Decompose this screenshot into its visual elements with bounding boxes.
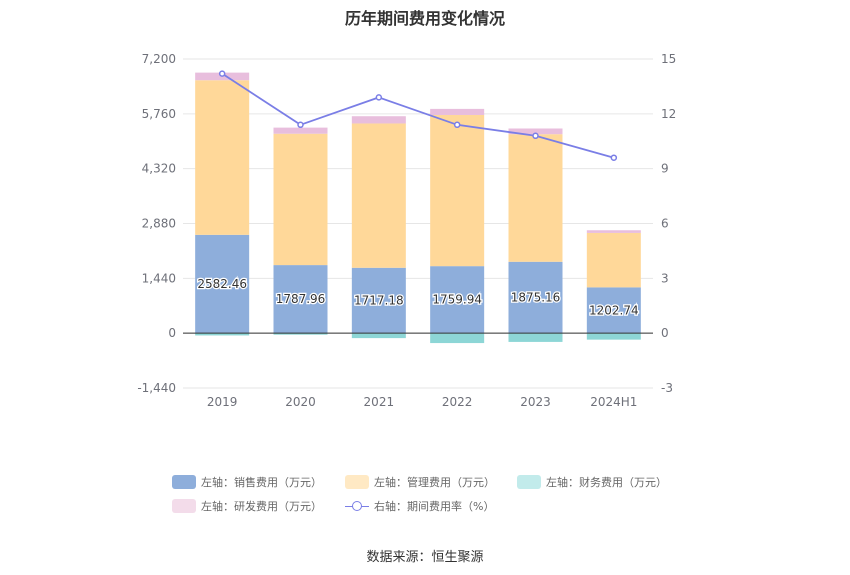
rate-point bbox=[610, 154, 618, 161]
data-label-sales: 1202.74 bbox=[589, 303, 639, 317]
bar-finance bbox=[586, 333, 641, 340]
legend-swatch-admin bbox=[345, 475, 369, 489]
x-tick-label: 2024H1 bbox=[590, 395, 637, 409]
rate-point bbox=[218, 70, 226, 77]
data-label-sales: 1875.16 bbox=[511, 290, 561, 304]
bar-rnd bbox=[273, 127, 328, 134]
y-right-tick-label: 15 bbox=[661, 52, 676, 66]
legend-label-admin: 左轴：管理费用（万元） bbox=[374, 476, 495, 489]
bar-sales bbox=[586, 287, 641, 334]
data-label-sales: 1717.18 bbox=[354, 293, 404, 307]
y-right-tick-label: -3 bbox=[661, 381, 673, 395]
y-left-tick-label: 1,440 bbox=[142, 271, 176, 285]
rate-line bbox=[221, 72, 615, 159]
y-right-tick-label: 0 bbox=[661, 326, 669, 340]
bar-rnd bbox=[586, 230, 641, 233]
chart-title: 历年期间费用变化情况 bbox=[344, 9, 505, 28]
bar-sales bbox=[195, 234, 250, 334]
x-tick-label: 2020 bbox=[285, 395, 316, 409]
legend-label-finance: 左轴：财务费用（万元） bbox=[546, 476, 667, 489]
bar-sales bbox=[351, 267, 406, 334]
bar-finance bbox=[430, 333, 485, 344]
data-label-sales: 2582.46 bbox=[197, 277, 247, 291]
y-right-tick-label: 3 bbox=[661, 271, 669, 285]
legend-finance[interactable]: 左轴：财务费用（万元） bbox=[517, 474, 667, 490]
bar-admin bbox=[195, 80, 250, 235]
bar-finance bbox=[508, 333, 563, 342]
legend-admin[interactable]: 左轴：管理费用（万元） bbox=[345, 474, 495, 490]
bar-rnd bbox=[351, 116, 406, 124]
rate-point bbox=[297, 121, 304, 129]
bar-finance bbox=[351, 333, 406, 339]
bar-sales bbox=[508, 261, 563, 334]
bar-admin bbox=[430, 114, 485, 267]
y-left-tick-label: 2,880 bbox=[142, 217, 176, 231]
bar-finance bbox=[195, 333, 250, 336]
x-tick-label: 2023 bbox=[520, 395, 551, 409]
y-right-tick-label: 12 bbox=[661, 107, 676, 121]
data-source: 数据来源：恒生聚源 bbox=[366, 550, 484, 565]
legend-swatch-sales bbox=[172, 475, 196, 489]
bar-rnd bbox=[508, 128, 563, 135]
legend-swatch-rate bbox=[345, 499, 369, 513]
y-right-tick-label: 6 bbox=[661, 217, 669, 231]
bar-admin bbox=[351, 123, 406, 268]
bar-admin bbox=[273, 133, 328, 266]
legend-swatch-finance bbox=[517, 475, 541, 489]
y-left-tick-label: -1,440 bbox=[137, 381, 176, 395]
rate-point bbox=[532, 132, 539, 140]
bar-rnd bbox=[430, 108, 485, 115]
rate-point bbox=[453, 121, 461, 129]
legend-rate[interactable]: 右轴：期间费用率（%） bbox=[345, 498, 494, 514]
bar-sales bbox=[273, 265, 328, 334]
rate-point bbox=[375, 94, 383, 101]
y-left-tick-label: 4,320 bbox=[142, 162, 176, 176]
x-tick-label: 2021 bbox=[364, 395, 395, 409]
x-tick-label: 2019 bbox=[207, 395, 238, 409]
y-left-tick-label: 7,200 bbox=[142, 52, 176, 66]
legend-label-rnd: 左轴：研发费用（万元） bbox=[201, 500, 322, 513]
x-tick-label: 2022 bbox=[442, 395, 473, 409]
bar-admin bbox=[508, 134, 563, 262]
legend-label-sales: 左轴：销售费用（万元） bbox=[201, 476, 322, 489]
legend-label-rate: 右轴：期间费用率（%） bbox=[374, 500, 495, 513]
bar-finance bbox=[273, 333, 328, 335]
data-label-sales: 1759.94 bbox=[432, 293, 482, 307]
y-left-tick-label: 0 bbox=[168, 326, 176, 340]
legend-swatch-rnd bbox=[172, 499, 196, 513]
data-label-sales: 1787.96 bbox=[276, 292, 326, 306]
y-left-tick-label: 5,760 bbox=[142, 107, 176, 121]
legend-rnd[interactable]: 左轴：研发费用（万元） bbox=[172, 498, 322, 514]
legend-sales[interactable]: 左轴：销售费用（万元） bbox=[172, 474, 322, 490]
bar-sales bbox=[430, 266, 485, 334]
bar-admin bbox=[586, 232, 641, 288]
y-right-tick-label: 9 bbox=[661, 162, 669, 176]
